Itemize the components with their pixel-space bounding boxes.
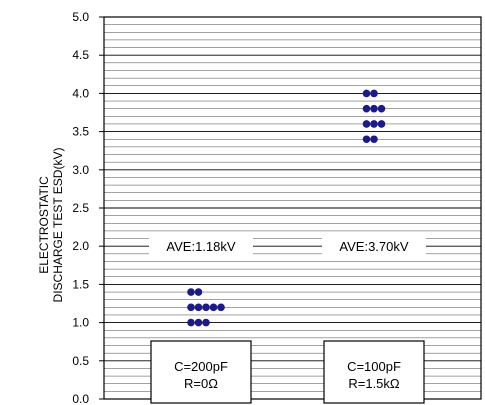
data-point bbox=[370, 120, 378, 128]
condition-box bbox=[150, 340, 252, 404]
data-point bbox=[187, 303, 195, 312]
y-axis-title: ELECTROSTATIC DISCHARGE TEST ESD(kV) bbox=[37, 148, 65, 303]
y-tick-label: 3.5 bbox=[72, 125, 89, 139]
data-point bbox=[370, 104, 378, 113]
y-axis: 0.0 0.5 1.0 1.5 2.0 2.5 3.0 3.5 4.0 4.5 5.0 bbox=[72, 10, 104, 405]
condition-box bbox=[323, 340, 425, 404]
data-point bbox=[187, 318, 195, 327]
y-tick-label: 0.0 bbox=[72, 392, 89, 405]
y-tick-label: 1.0 bbox=[72, 316, 89, 330]
data-point bbox=[362, 104, 371, 113]
y-tick-label: 2.5 bbox=[72, 201, 89, 215]
data-point bbox=[217, 303, 225, 312]
data-points bbox=[187, 89, 386, 327]
data-point bbox=[209, 303, 218, 312]
y-tick-label: 2.0 bbox=[72, 239, 89, 253]
data-point bbox=[377, 104, 386, 113]
y-tick-label: 3.0 bbox=[72, 163, 89, 177]
condition-label: C=200pF bbox=[174, 359, 228, 374]
data-point bbox=[194, 303, 203, 312]
y-tick-label: 0.5 bbox=[72, 354, 89, 368]
data-point bbox=[370, 89, 378, 98]
average-label-bg bbox=[149, 237, 253, 256]
gridlines bbox=[104, 24, 481, 392]
y-tick-label: 1.5 bbox=[72, 277, 89, 291]
condition-label: R=0Ω bbox=[184, 376, 218, 391]
data-point bbox=[362, 89, 371, 98]
annotations: AVE:1.18kV C=200pF R=0Ω AVE:3.70kV C=100pF R=… bbox=[149, 237, 426, 404]
condition-label: R=1.5kΩ bbox=[348, 376, 400, 391]
data-point bbox=[362, 120, 371, 128]
average-label-bg bbox=[322, 237, 426, 256]
data-point bbox=[194, 288, 203, 296]
average-label: AVE:1.18kV bbox=[166, 239, 235, 254]
data-point bbox=[370, 135, 378, 144]
condition-label: C=100pF bbox=[347, 359, 401, 374]
average-label: AVE:3.70kV bbox=[339, 239, 408, 254]
y-axis-title-line-2: DISCHARGE TEST ESD(kV) bbox=[51, 148, 65, 303]
y-tick-label: 4.0 bbox=[72, 86, 89, 100]
data-point bbox=[202, 318, 210, 327]
y-tick-label: 4.5 bbox=[72, 48, 89, 62]
data-point bbox=[202, 303, 210, 312]
data-point bbox=[377, 120, 386, 128]
y-tick-label: 5.0 bbox=[72, 10, 89, 24]
y-axis-title-line-1: ELECTROSTATIC bbox=[37, 176, 51, 274]
data-point bbox=[194, 318, 203, 327]
data-point bbox=[362, 135, 371, 144]
data-point bbox=[187, 288, 195, 296]
